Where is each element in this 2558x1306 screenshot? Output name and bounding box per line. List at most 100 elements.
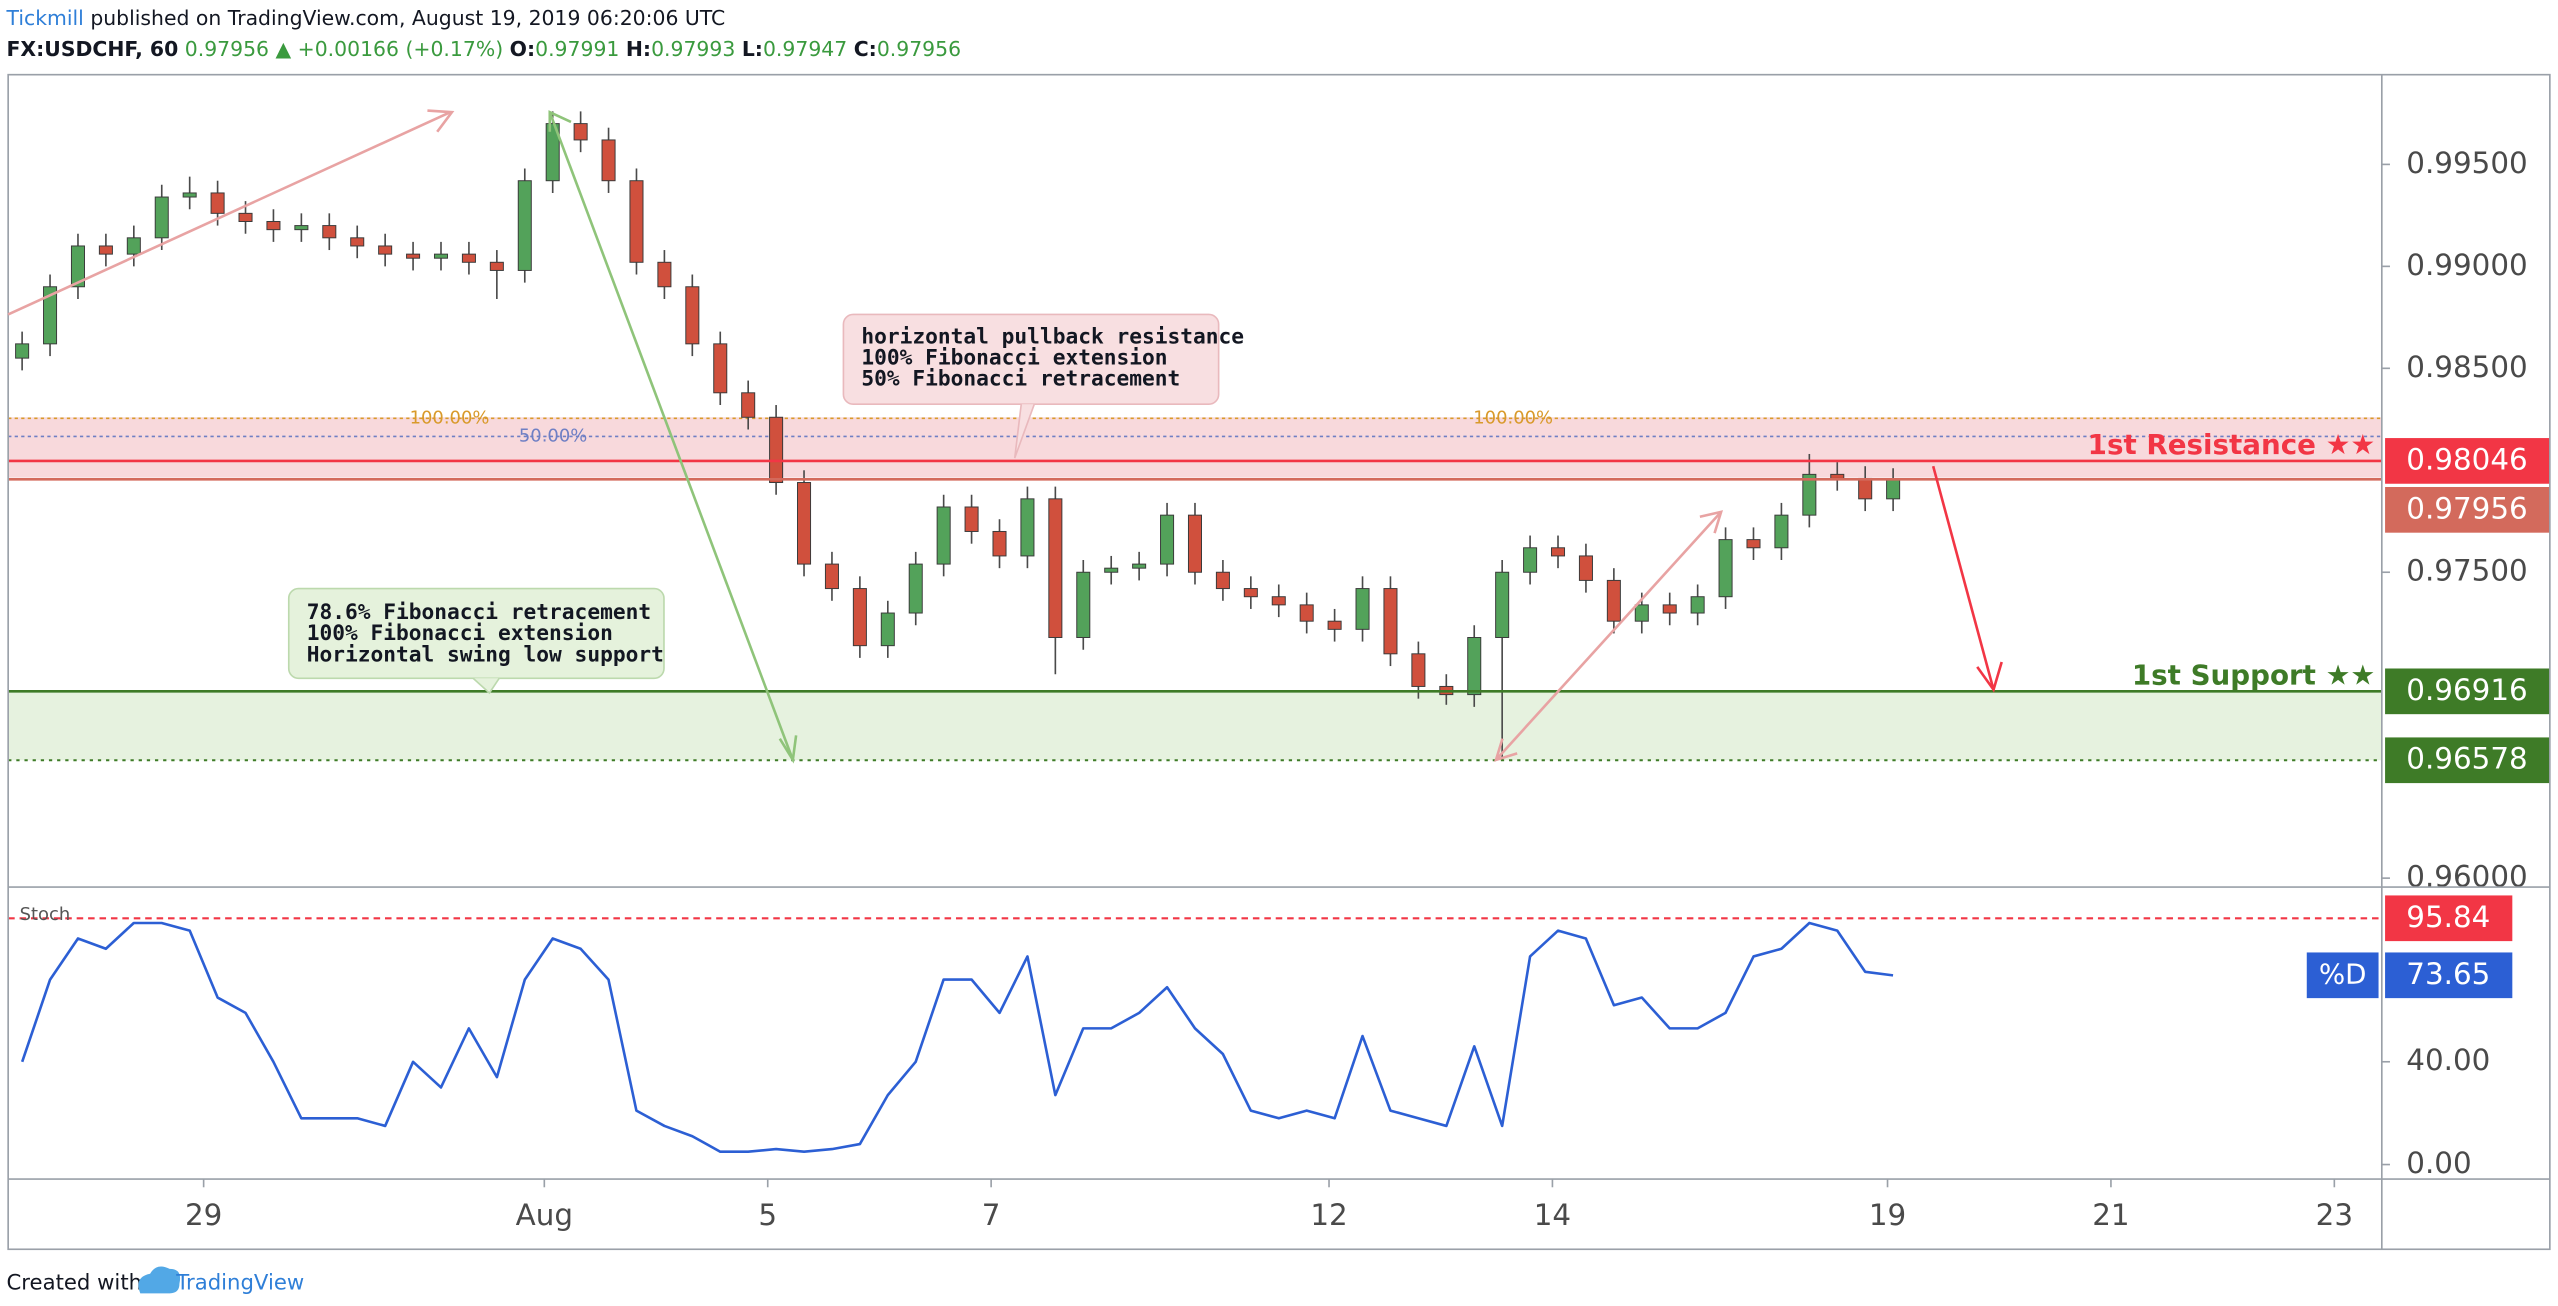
- ohlc-value: 0.97993: [651, 37, 735, 61]
- ohlc-key: H:: [626, 37, 651, 61]
- candle-body: [43, 286, 58, 345]
- candle-body: [601, 139, 616, 182]
- price-label: 0.96578: [2406, 742, 2527, 776]
- candle-body: [1718, 539, 1733, 598]
- candle-body: [1858, 477, 1873, 500]
- candle-body: [182, 192, 197, 198]
- candle-body: [1467, 637, 1482, 696]
- series-line: [20, 921, 1894, 1154]
- candle-body: [1271, 596, 1286, 606]
- candle-body: [238, 212, 253, 222]
- x-tick-label: 21: [2092, 1198, 2129, 1232]
- price-label: 0.97956: [2406, 491, 2527, 525]
- candle-body: [573, 123, 588, 141]
- candle-body: [210, 192, 225, 214]
- logo: [138, 1266, 181, 1294]
- candle-body: [1132, 563, 1147, 569]
- ohlc-value: 0.97956: [877, 37, 961, 61]
- ohlc-key: C:: [854, 37, 877, 61]
- candle-body: [1243, 588, 1258, 598]
- annotation-text: 100% Fibonacci extension: [861, 345, 1167, 370]
- last-price: 0.97956: [185, 37, 269, 61]
- y-tick-label: 40.00: [2406, 1043, 2490, 1077]
- candle-body: [126, 237, 141, 255]
- candle-body: [433, 253, 449, 259]
- ohlc-value: 0.97991: [535, 37, 619, 61]
- arrow-head: [1976, 661, 2003, 693]
- candle-body: [70, 245, 85, 288]
- candle-body: [1215, 571, 1230, 590]
- annotation-pointer: [1013, 403, 1036, 459]
- candle-body: [154, 196, 169, 239]
- candle-body: [1802, 473, 1817, 516]
- frame: [7, 73, 2551, 1251]
- candle-body: [489, 261, 504, 271]
- price-label-box: [2385, 737, 2550, 784]
- ohlc-value: 0.97947: [763, 37, 847, 61]
- candle-body: [1187, 514, 1202, 573]
- published: published on TradingView.com, August 19,…: [90, 6, 725, 30]
- candle-body: [741, 392, 756, 418]
- candle-body: [936, 506, 951, 565]
- footer-created: Created with: [7, 1270, 143, 1295]
- x-tick-label: 29: [185, 1198, 222, 1232]
- arrow: [548, 111, 795, 761]
- fib-label: 100.00%: [410, 407, 490, 428]
- series-value: 73.65: [2406, 957, 2490, 991]
- candle-body: [1774, 514, 1789, 549]
- candle-body: [1327, 620, 1342, 630]
- zone: [8, 691, 2382, 761]
- value-label-box: [2385, 895, 2513, 942]
- candle-body: [322, 225, 337, 239]
- series-name-box: [2306, 952, 2379, 999]
- candle-body: [629, 180, 644, 263]
- candle-body: [713, 343, 728, 394]
- x-tick-label: 5: [758, 1198, 777, 1232]
- candle-body: [1606, 579, 1621, 622]
- y-tick-label: 0.97500: [2406, 554, 2527, 588]
- candle-body: [378, 245, 393, 255]
- candle-body: [15, 343, 30, 359]
- ohlc-key: O:: [510, 37, 535, 61]
- candle-body: [685, 286, 700, 345]
- candle-body: [824, 563, 839, 590]
- candle-body: [1076, 571, 1091, 638]
- x-tick-label: Aug: [516, 1198, 573, 1232]
- annotation-pointer: [472, 677, 500, 695]
- x-tick-label: 14: [1534, 1198, 1571, 1232]
- candle-body: [964, 506, 979, 532]
- candle-body: [1104, 567, 1119, 573]
- annotation-text: horizontal pullback resistance: [861, 323, 1244, 348]
- candle-body: [1830, 473, 1845, 479]
- price-label-box: [2385, 668, 2550, 715]
- header-line-2: FX:USDCHF, 60 0.97956 ▲ +0.00166 (+0.17%…: [7, 37, 962, 61]
- candle-body: [350, 237, 365, 247]
- candle-body: [1495, 571, 1510, 638]
- annotation-text: Horizontal swing low support: [307, 641, 664, 666]
- annotation-text: 50% Fibonacci retracement: [861, 366, 1180, 391]
- candle-body: [992, 530, 1007, 557]
- arrow-head: [1494, 738, 1518, 762]
- arrow-head: [548, 110, 572, 132]
- y-tick-label: 0.98500: [2406, 350, 2527, 384]
- author: Tickmill: [6, 6, 84, 30]
- fib-label: 50.00%: [519, 425, 587, 446]
- ohlc-key: L:: [742, 37, 763, 61]
- candle-body: [769, 416, 784, 484]
- series-value-box: [2385, 952, 2513, 999]
- level-name: 1st Support ★★: [2132, 659, 2375, 692]
- candle-body: [1746, 539, 1761, 549]
- candle-body: [1662, 604, 1677, 614]
- candle-body: [657, 261, 672, 288]
- arrow-head: [427, 109, 455, 133]
- drawings: [7, 109, 2003, 764]
- candle-body: [1578, 555, 1593, 581]
- arrow: [1495, 511, 1723, 761]
- candle-body: [1550, 547, 1566, 557]
- price-label: 0.98046: [2406, 442, 2527, 476]
- arrow-head: [1699, 510, 1724, 534]
- arrow: [7, 111, 451, 316]
- candle-body: [797, 482, 812, 565]
